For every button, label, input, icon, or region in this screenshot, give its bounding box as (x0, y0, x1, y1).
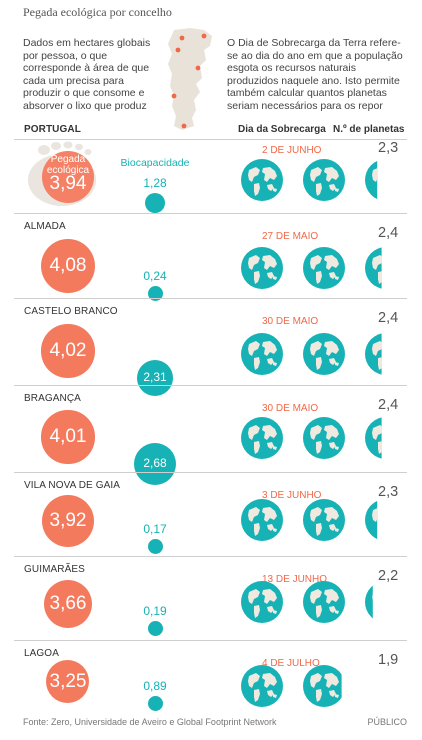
biocapacity-value: 0,17 (143, 522, 167, 537)
map-marker (181, 123, 187, 129)
row-separator (14, 298, 407, 299)
planet-globe-icon (241, 333, 283, 375)
map-marker (179, 35, 185, 41)
region-label: LAGOA (24, 648, 59, 659)
footprint-value: 3,25 (49, 671, 87, 692)
planet-globe-icon (241, 159, 283, 201)
overshoot-date: 2 DE JUNHO (262, 145, 322, 156)
region-label: ALMADA (24, 221, 66, 232)
biocapacity-legend-label: Biocapacidade (120, 157, 190, 169)
row-separator (14, 472, 407, 473)
planet-globe-icon (303, 581, 345, 623)
planet-globe-icon (241, 247, 283, 289)
map-marker (195, 65, 201, 71)
footprint-legend-label: Pegada ecológica (46, 154, 90, 176)
region-label: CASTELO BRANCO (24, 306, 118, 317)
map-marker (175, 47, 181, 53)
row-separator (14, 385, 407, 386)
row-separator (14, 640, 407, 641)
overshoot-date: 13 DE JUNHO (262, 574, 328, 585)
biocapacity-circle (144, 193, 166, 214)
footprint-circle (41, 239, 95, 293)
footprint-circle (41, 150, 95, 204)
planet-globe-icon (303, 499, 345, 541)
map-marker (201, 33, 207, 39)
biocapacity-circle (147, 285, 163, 301)
footprint-circle (42, 495, 94, 547)
biocapacity-circle (147, 539, 163, 555)
biocapacity-value: 0,89 (143, 679, 167, 693)
planets-count: 2,2 (378, 568, 399, 584)
footprint-value: 4,02 (49, 340, 87, 361)
biocapacity-value: 2,68 (143, 455, 167, 470)
portugal-map-shape (168, 28, 212, 130)
region-label: PORTUGAL (24, 124, 81, 135)
overshoot-date: 3 DE JUNHO (262, 490, 322, 501)
biocapacity-value: 0,24 (143, 268, 167, 283)
page-title: Pegada ecológica por concelho (23, 5, 172, 19)
planet-globe-icon (365, 417, 382, 459)
overshoot-date: 30 DE MAIO (262, 403, 319, 414)
row-separator (14, 139, 407, 140)
biocapacity-circle (147, 620, 163, 636)
planet-globe-icon (303, 247, 345, 289)
overshoot-date: 4 DE JULHO (262, 658, 320, 669)
header-planets: N.º de planetas (333, 124, 405, 135)
biocapacity-circle (136, 359, 174, 396)
planet-globe-icon (241, 581, 283, 623)
planets-count: 2,4 (378, 397, 399, 413)
footprint-value: 3,94 (49, 173, 87, 194)
map-marker (171, 93, 177, 99)
planet-globe-icon (303, 417, 345, 459)
planet-globe-icon (365, 500, 378, 540)
footprint-value: 3,92 (49, 510, 87, 531)
region-label: VILA NOVA DE GAIA (24, 480, 120, 491)
footprint-circle (41, 410, 95, 464)
planets-count: 2,3 (378, 484, 399, 500)
planet-globe-icon (303, 159, 345, 201)
region-label: BRAGANÇA (24, 393, 81, 404)
overshoot-date: 27 DE MAIO (262, 231, 319, 242)
biocapacity-value: 0,19 (143, 603, 167, 618)
planet-globe-icon (365, 333, 382, 375)
footprint-value: 4,01 (49, 426, 87, 447)
row-separator (14, 213, 407, 214)
planet-globe-icon (241, 499, 283, 541)
planets-count: 2,4 (378, 310, 399, 326)
planets-count: 2,4 (378, 225, 399, 241)
biocapacity-circle (147, 696, 163, 711)
footprint-value: 4,08 (49, 255, 87, 276)
biocapacity-circle (134, 442, 176, 485)
overshoot-date: 30 DE MAIO (262, 316, 319, 327)
planet-globe-icon (365, 160, 378, 200)
planets-count: 1,9 (378, 652, 399, 668)
planet-globe-icon (241, 665, 283, 707)
biocapacity-value: 2,31 (143, 369, 167, 384)
publisher-brand: PÚBLICO (367, 717, 407, 727)
source-note: Fonte: Zero, Universidade de Aveiro e Gl… (23, 717, 277, 727)
planet-globe-icon (365, 247, 382, 289)
footprint-circle (43, 579, 93, 629)
footprint-circle (41, 324, 95, 378)
planets-count: 2,3 (378, 140, 399, 156)
intro-footprint-text: Dados em hectares globais por pessoa, o … (23, 37, 151, 112)
planet-globe-icon (365, 585, 373, 619)
planet-globe-icon (303, 665, 342, 707)
biocapacity-value: 1,28 (143, 176, 167, 191)
portugal-map (168, 28, 212, 130)
planet-globe-icon (241, 417, 283, 459)
region-label: GUIMARÃES (24, 564, 85, 575)
planet-globe-icon (303, 333, 345, 375)
intro-overshoot-text: O Dia de Sobrecarga da Terra refere-se a… (227, 37, 403, 112)
row-separator (14, 556, 407, 557)
header-overshoot-day: Dia da Sobrecarga (238, 124, 326, 135)
footprint-value: 3,66 (49, 593, 87, 614)
footprint-circle (46, 660, 90, 704)
